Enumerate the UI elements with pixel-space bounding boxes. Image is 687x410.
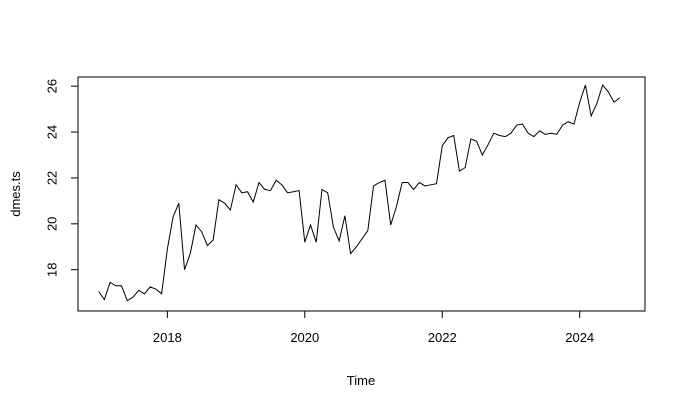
- x-tick-label: 2024: [565, 330, 594, 345]
- series-line: [98, 84, 621, 302]
- x-axis: 2018 2020 2022 2024: [153, 310, 594, 345]
- y-tick-label: 20: [45, 217, 60, 231]
- x-tick-label: 2022: [428, 330, 457, 345]
- plot-box: [77, 76, 646, 312]
- y-axis-label: dmes.ts: [8, 171, 23, 217]
- x-axis-label: Time: [347, 373, 375, 388]
- y-tick-label: 24: [45, 125, 60, 139]
- y-axis: 18 20 22 24 26: [45, 79, 79, 277]
- y-tick-label: 18: [45, 262, 60, 276]
- x-tick-label: 2020: [290, 330, 319, 345]
- y-tick-label: 22: [45, 171, 60, 185]
- x-tick-label: 2018: [153, 330, 182, 345]
- y-tick-label: 26: [45, 79, 60, 93]
